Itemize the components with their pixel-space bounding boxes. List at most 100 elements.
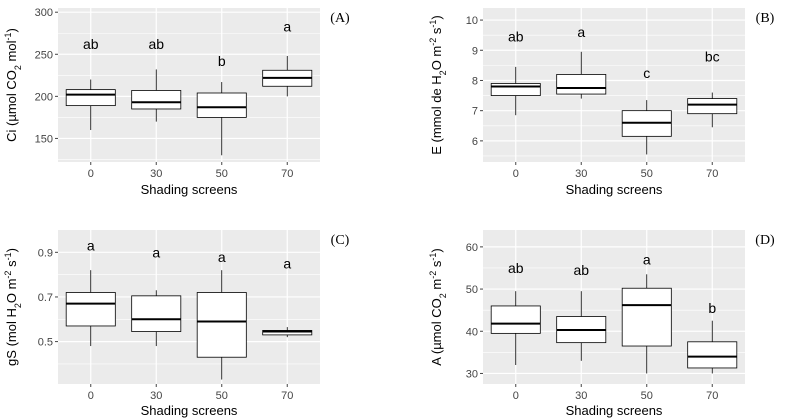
box-30 <box>131 69 182 122</box>
y-axis-title-part: s <box>429 260 444 271</box>
y-axis-title-part: ) <box>429 15 444 19</box>
box-iqr <box>65 89 116 107</box>
box-iqr <box>621 287 672 347</box>
x-axis-title: Shading screens <box>566 182 663 197</box>
box-50 <box>621 100 672 155</box>
y-tick-label: 300 <box>35 7 53 19</box>
box-iqr <box>65 292 116 327</box>
y-tick-label: 50 <box>466 284 478 296</box>
y-axis-title-part: -1 <box>3 252 13 260</box>
box-0 <box>65 79 116 131</box>
significance-letter: a <box>152 244 160 260</box>
y-tick-label: 10 <box>466 15 478 27</box>
y-axis-title-part: mol <box>4 40 19 65</box>
panel-d: 30 40 50 60 ab 0 ab 30 a 50 b 70 Shading screens A (µ… <box>428 230 775 418</box>
y-tick-label: 0.7 <box>38 292 53 304</box>
box-70 <box>262 55 313 97</box>
y-axis-title-part: -2 <box>428 271 438 279</box>
box-30 <box>556 51 607 99</box>
box-50 <box>196 82 247 156</box>
y-tick-label: 200 <box>35 91 53 103</box>
significance-letter: a <box>218 249 226 265</box>
x-tick-label: 50 <box>216 390 228 402</box>
y-axis-title-part: ) <box>4 28 19 32</box>
y-tick-label: 250 <box>35 49 53 61</box>
y-axis-title-part: Ci (µmol CO <box>4 70 19 142</box>
box-iqr <box>687 98 738 115</box>
x-axis-title: Shading screens <box>141 403 238 418</box>
x-axis-title: Shading screens <box>141 182 238 197</box>
x-tick-label: 30 <box>150 390 162 402</box>
box-30 <box>556 291 607 361</box>
y-axis-title: E (mmol de H2O m-2 s-1) <box>428 15 448 155</box>
panel-label: (C) <box>331 233 350 248</box>
y-axis-title-part: O m <box>4 279 19 304</box>
significance-letter: b <box>708 300 716 316</box>
y-tick-label: 7 <box>472 106 478 118</box>
y-axis-title: gS (mol H2O m-2 s-1) <box>3 248 23 366</box>
significance-letter: ab <box>83 36 99 52</box>
x-axis-title: Shading screens <box>566 403 663 418</box>
box-iqr <box>490 305 541 334</box>
significance-letter: b <box>218 53 226 69</box>
box-70 <box>687 92 738 128</box>
x-tick-label: 0 <box>513 390 519 402</box>
x-tick-label: 0 <box>513 168 519 180</box>
panel-b: 6 7 8 9 10 ab 0 a 30 c 50 bc 70 Shading screens E (mmo… <box>428 8 775 197</box>
x-tick-label: 70 <box>706 390 718 402</box>
significance-letter: c <box>643 65 650 81</box>
significance-letter: a <box>643 252 651 268</box>
y-axis-title-part: 2 <box>438 70 448 75</box>
box-50 <box>196 270 247 380</box>
x-tick-label: 50 <box>216 168 228 180</box>
box-iqr <box>490 83 541 96</box>
box-70 <box>262 327 313 338</box>
box-iqr <box>196 92 247 118</box>
y-axis-title-part: E (mmol de H <box>429 75 444 154</box>
y-axis-title-part: ) <box>4 248 19 252</box>
y-axis-title-part: m <box>429 279 444 293</box>
x-tick-label: 70 <box>281 168 293 180</box>
x-tick-label: 0 <box>88 390 94 402</box>
panel-label: (B) <box>756 11 775 26</box>
significance-letter: a <box>283 255 291 271</box>
significance-letter: ab <box>573 262 589 278</box>
y-tick-label: 6 <box>472 136 478 148</box>
y-tick-label: 30 <box>466 368 478 380</box>
significance-letter: ab <box>508 260 524 276</box>
y-tick-label: 0.5 <box>38 337 53 349</box>
box-70 <box>687 320 738 374</box>
panel-label: (A) <box>330 11 350 26</box>
y-axis-title: Ci (µmol CO2 mol-1) <box>3 28 23 142</box>
y-axis-title-part: s <box>4 260 19 271</box>
y-tick-label: 8 <box>472 75 478 87</box>
panel-label: (D) <box>755 233 775 248</box>
y-axis-title-part: 2 <box>438 293 448 298</box>
y-axis-title-part: -2 <box>3 271 13 279</box>
significance-letter: a <box>283 19 291 35</box>
significance-letter: a <box>87 238 95 254</box>
x-tick-label: 70 <box>706 168 718 180</box>
y-axis-title-part: A (µmol CO <box>429 298 444 365</box>
box-iqr <box>687 341 738 369</box>
y-tick-label: 9 <box>472 45 478 57</box>
y-axis-title-part: 2 <box>13 303 23 308</box>
box-50 <box>621 274 672 374</box>
y-axis-title-part: -1 <box>428 20 438 28</box>
box-0 <box>490 291 541 366</box>
y-axis-title-part: -1 <box>428 253 438 261</box>
x-tick-label: 0 <box>88 168 94 180</box>
y-axis-title-part: s <box>429 27 444 38</box>
panel-c: 0.5 0.7 0.9 a 0 a 30 a 50 a 70 Shading screens gS (m… <box>3 230 350 418</box>
y-axis-title-part: 2 <box>13 65 23 70</box>
y-tick-label: 150 <box>35 133 53 145</box>
significance-letter: bc <box>705 48 720 64</box>
y-axis-title: A (µmol CO2 m-2 s-1) <box>428 248 448 365</box>
y-tick-label: 0.9 <box>38 247 53 259</box>
x-tick-label: 30 <box>150 168 162 180</box>
y-axis-title-part: -2 <box>428 38 438 46</box>
x-tick-label: 50 <box>641 390 653 402</box>
y-axis-title-part: ) <box>429 248 444 252</box>
x-tick-label: 70 <box>281 390 293 402</box>
significance-letter: ab <box>148 36 164 52</box>
